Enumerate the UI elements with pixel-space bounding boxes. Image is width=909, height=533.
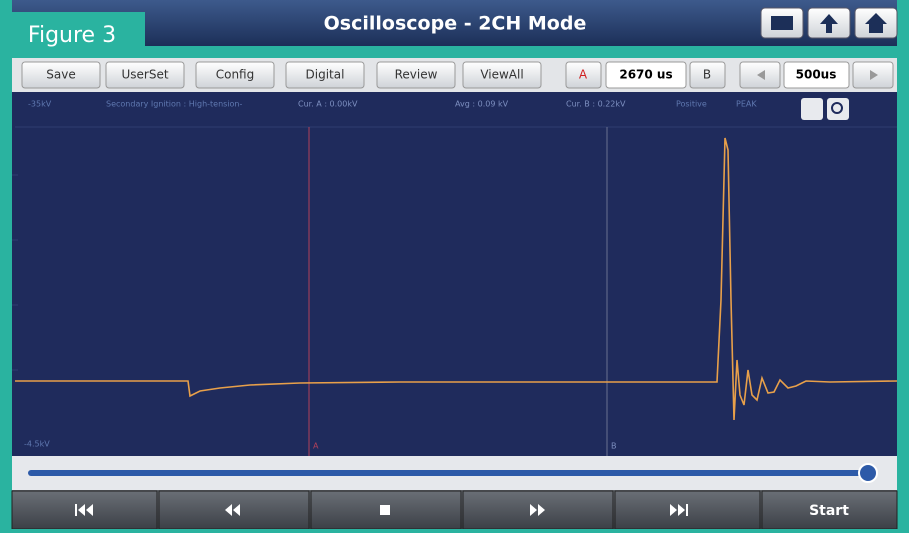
scope-display [12,92,897,456]
timebase: 500us [796,68,837,82]
figure-tag [0,12,145,58]
toolbar-button[interactable] [462,61,542,89]
grid-ticks [12,174,18,371]
toolbar-button[interactable] [21,61,101,89]
playback-controls [11,490,898,530]
stop-button[interactable] [310,490,462,530]
toolbar-button-label: UserSet [121,68,168,82]
cursor-a-button[interactable] [565,61,602,89]
cursor-b-readout: Cur. B : 0.22kV [566,100,626,109]
marker-a: A [313,442,319,451]
title: Oscilloscope - 2CH Mode [324,13,587,35]
waveform [15,137,898,421]
timebase-field[interactable] [783,61,850,89]
toolbar-button-label: Config [216,68,255,82]
toolbar-button[interactable] [105,61,185,89]
title-icons [760,7,898,39]
channel-label: Secondary Ignition : High-tension- [106,100,243,109]
toolbar-button-label: ViewAll [480,68,523,82]
scale-top: -35kV [28,100,52,109]
zoom-button[interactable] [827,98,849,120]
average-readout: Avg : 0.09 kV [455,100,509,109]
figure-label: Figure 3 [28,23,116,48]
slider-thumb[interactable] [858,463,878,483]
toolbar-button-label: Save [46,68,75,82]
toolbar-button[interactable] [285,61,365,89]
toolbar-buttons: Save UserSet Config Digital Review ViewAll [21,61,542,89]
start-label: Start [809,503,849,519]
cursor-a-readout: Cur. A : 0.00kV [298,100,358,109]
title-bar [12,0,897,46]
toolbar-button[interactable] [195,61,275,89]
scale-bottom: -4.5kV [24,440,50,449]
cursor-time-field[interactable] [605,61,687,89]
marker-b: B [611,442,617,451]
cursor-a-label: A [579,68,588,82]
cursor-time: 2670 us [619,68,672,82]
slider-track[interactable] [28,470,868,476]
polarity: Positive [676,100,707,109]
start-button[interactable] [761,490,898,530]
cursor-b-button[interactable] [689,61,726,89]
cursor-b-label: B [703,68,711,82]
toolbar-button-label: Review [395,68,438,82]
toolbar-button[interactable] [376,61,456,89]
toolbar-button-label: Digital [306,68,345,82]
memo-button[interactable] [801,98,823,120]
mode: PEAK [736,100,757,109]
